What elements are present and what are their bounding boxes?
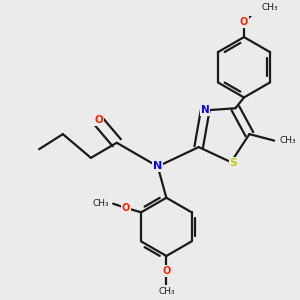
Text: N: N: [201, 105, 210, 116]
Text: O: O: [240, 17, 248, 27]
Text: CH₃: CH₃: [262, 4, 278, 13]
Text: S: S: [230, 158, 237, 168]
Text: O: O: [122, 203, 130, 213]
Text: CH₃: CH₃: [158, 287, 175, 296]
Text: N: N: [153, 161, 162, 172]
Text: O: O: [94, 115, 103, 125]
Text: CH₃: CH₃: [280, 136, 296, 145]
Text: CH₃: CH₃: [93, 199, 110, 208]
Text: O: O: [162, 266, 170, 276]
